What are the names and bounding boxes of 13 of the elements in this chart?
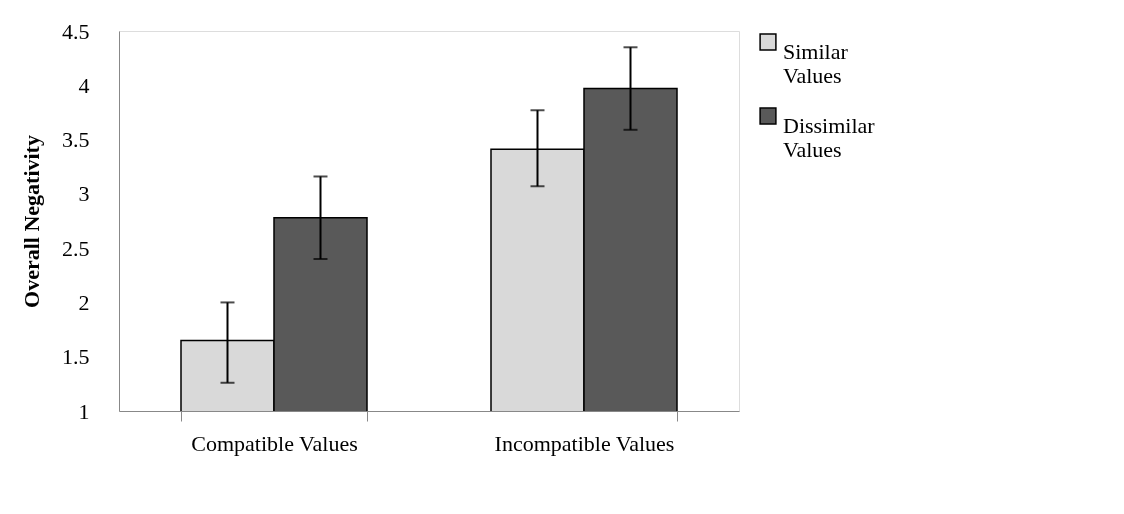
y-tick-label: 1.5	[62, 344, 90, 370]
y-tick-label: 4.5	[62, 18, 90, 44]
y-tick-label: 2.5	[62, 235, 90, 261]
legend-label: Dissimilar Values	[783, 113, 876, 162]
x-tick-label: Compatible Values	[191, 430, 358, 456]
y-tick-label: 3.5	[62, 127, 90, 153]
y-tick-label: 3	[78, 181, 90, 207]
y-tick-label: 4	[78, 72, 90, 98]
x-tick-label: Incompatible Values	[494, 430, 675, 456]
legend-label: Similar Values	[783, 39, 849, 88]
y-axis-title: Overall Negativity	[19, 135, 44, 308]
y-tick-label: 1	[78, 398, 90, 424]
y-tick-label: 2	[78, 289, 90, 315]
